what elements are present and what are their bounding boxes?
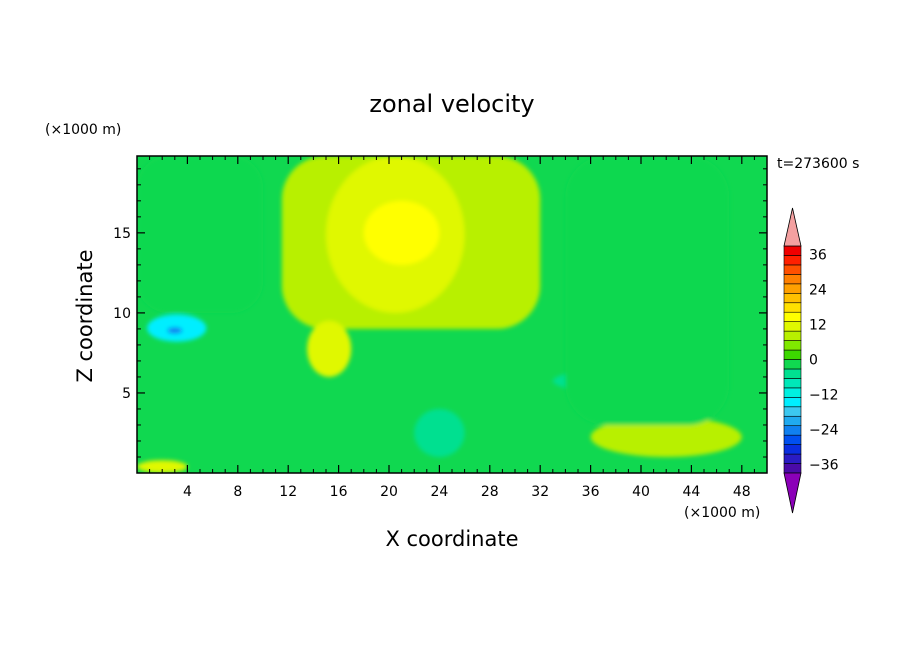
colorbar-box: [783, 349, 802, 360]
colorbar-box: [783, 340, 802, 351]
field-region-8: [590, 416, 742, 457]
colorbar-label: 24: [809, 283, 827, 299]
plot-area: [137, 156, 767, 473]
field-regions: [137, 156, 742, 473]
colorbar-box: [783, 425, 802, 436]
colorbar-box: [783, 378, 802, 389]
colorbar-box: [783, 463, 802, 474]
time-label: t=273600 s: [777, 156, 859, 172]
x-tick-label: 20: [380, 484, 398, 500]
x-tick-label: 16: [330, 484, 348, 500]
y-tick-label: 10: [113, 306, 131, 322]
field-region-6: [363, 200, 440, 265]
x-units-label: (×1000 m): [684, 505, 760, 521]
colorbar-box: [783, 292, 802, 304]
colorbar-box: [783, 255, 802, 266]
x-tick-label: 36: [582, 484, 600, 500]
y-axis-label: Z coordinate: [73, 249, 97, 382]
field-region-11: [137, 156, 263, 313]
colorbar-box: [783, 302, 802, 313]
y-tick-label: 5: [122, 386, 131, 402]
colorbar-label: 36: [809, 248, 827, 264]
field-region-7: [307, 320, 352, 377]
x-tick-label: 24: [430, 484, 448, 500]
colorbar-box: [783, 387, 802, 398]
colorbar-box: [783, 415, 802, 427]
field-region-3: [414, 408, 465, 457]
x-tick-label: 40: [632, 484, 650, 500]
x-tick-label: 8: [233, 484, 242, 500]
x-tick-label: 48: [733, 484, 751, 500]
colorbar-label: −12: [809, 387, 839, 403]
x-tick-label: 12: [279, 484, 297, 500]
colorbar-box: [783, 406, 802, 417]
colorbar-label: 12: [809, 318, 827, 334]
colorbar: −36 −24 −12 0 12 24 36: [783, 207, 839, 514]
x-tick-label: 4: [183, 484, 192, 500]
x-axis: 4 8 12 16 20 24 28 32 36 40 44 48: [149, 156, 755, 500]
chart-title: zonal velocity: [369, 90, 534, 118]
colorbar-box: [783, 453, 802, 464]
x-tick-label: 44: [682, 484, 700, 500]
colorbar-box: [783, 264, 802, 275]
colorbar-label: 0: [809, 353, 818, 369]
y-units-label: (×1000 m): [45, 122, 121, 138]
colorbar-box: [783, 274, 802, 285]
colorbar-box: [783, 368, 802, 379]
x-axis-label: X coordinate: [385, 527, 518, 551]
colorbar-box: [783, 321, 802, 332]
y-tick-label: 15: [113, 226, 131, 242]
field-region-1: [167, 327, 183, 334]
colorbar-box: [783, 444, 802, 455]
colorbar-label: −24: [809, 422, 839, 438]
colorbar-box: [783, 397, 802, 408]
x-tick-label: 28: [481, 484, 499, 500]
colorbar-box: [783, 245, 802, 256]
colorbar-box: [783, 359, 802, 370]
colorbar-box: [783, 283, 802, 294]
colorbar-low-extend: [783, 472, 802, 514]
field-region-10: [565, 156, 730, 425]
colorbar-box: [783, 311, 802, 322]
colorbar-box: [783, 434, 802, 445]
colorbar-box: [783, 330, 802, 341]
colorbar-high-extend: [783, 207, 802, 247]
y-axis: 5 10 15: [113, 168, 767, 458]
colorbar-label: −36: [809, 457, 839, 473]
x-tick-label: 32: [531, 484, 549, 500]
